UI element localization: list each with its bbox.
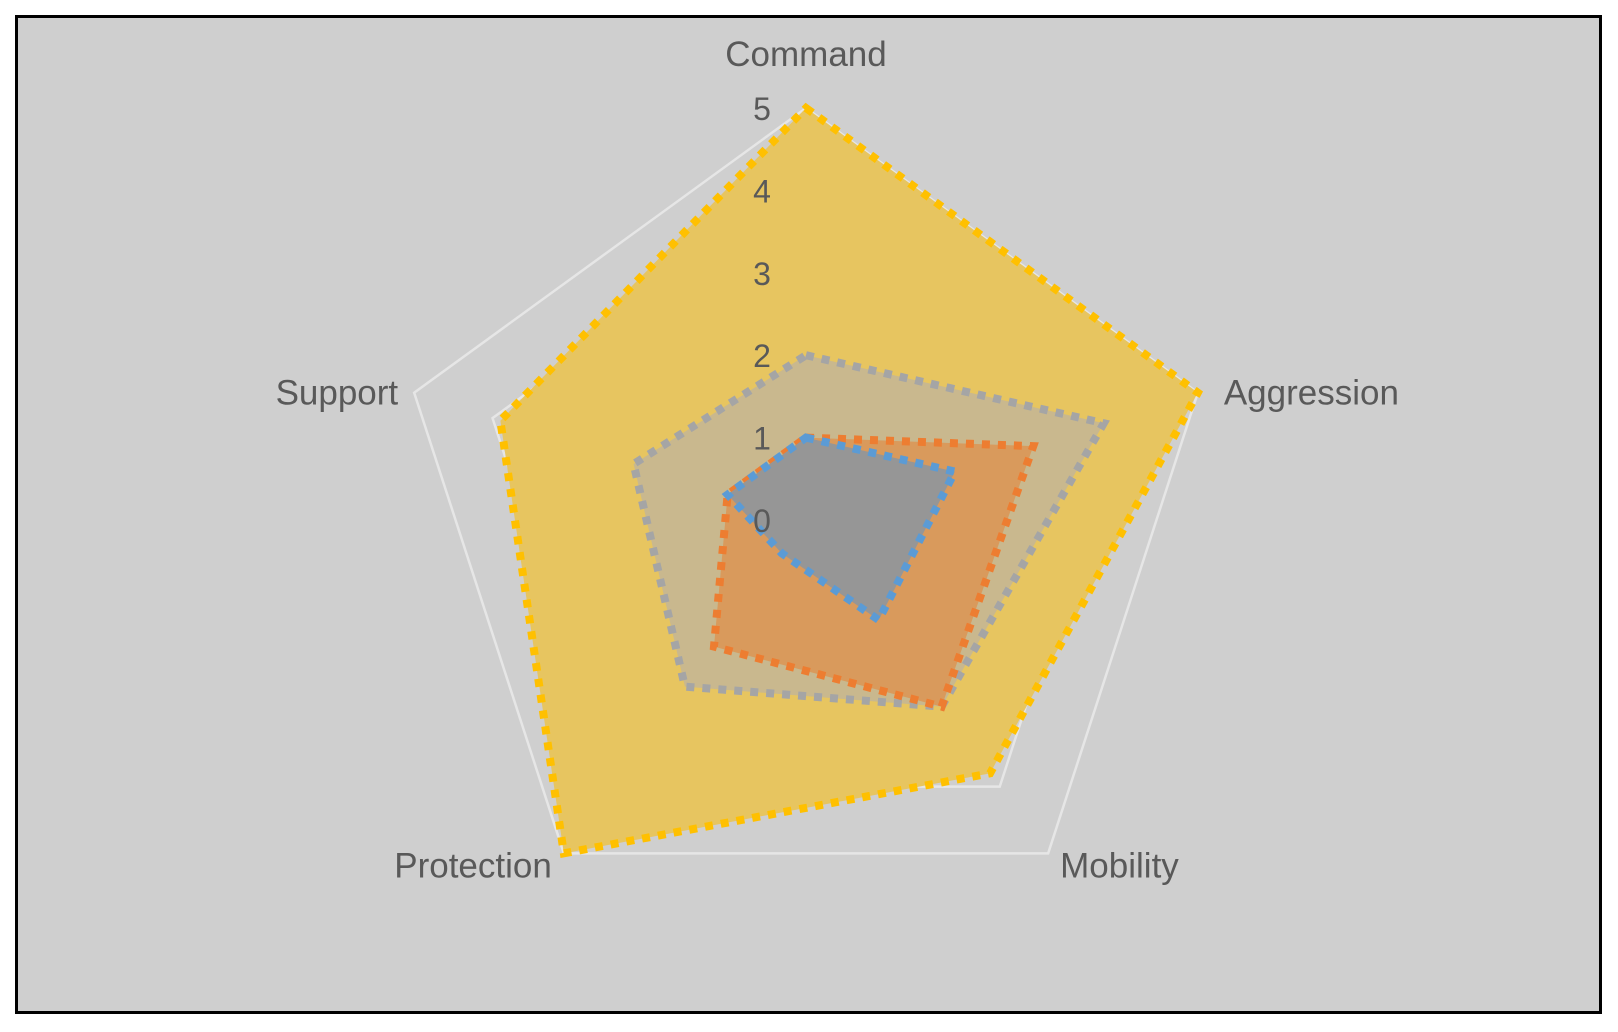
r-tick-label: 1	[753, 421, 771, 457]
axis-label-aggression: Aggression	[1224, 374, 1399, 413]
series-layer	[496, 102, 1204, 859]
r-tick-label: 5	[753, 91, 771, 127]
axis-label-command: Command	[725, 35, 886, 74]
label-layer: 0 1 2 3 4 5 Command Aggression Mobility Protectio…	[276, 35, 1399, 885]
r-tick-label: 3	[753, 256, 771, 292]
series-4-polygon	[721, 433, 961, 626]
axis-label-mobility: Mobility	[1060, 846, 1179, 885]
axis-label-support: Support	[276, 374, 399, 413]
axis-label-protection: Protection	[394, 846, 552, 885]
r-tick-label: 2	[753, 338, 771, 374]
r-tick-label: 0	[753, 503, 771, 539]
r-tick-label: 4	[753, 173, 771, 209]
